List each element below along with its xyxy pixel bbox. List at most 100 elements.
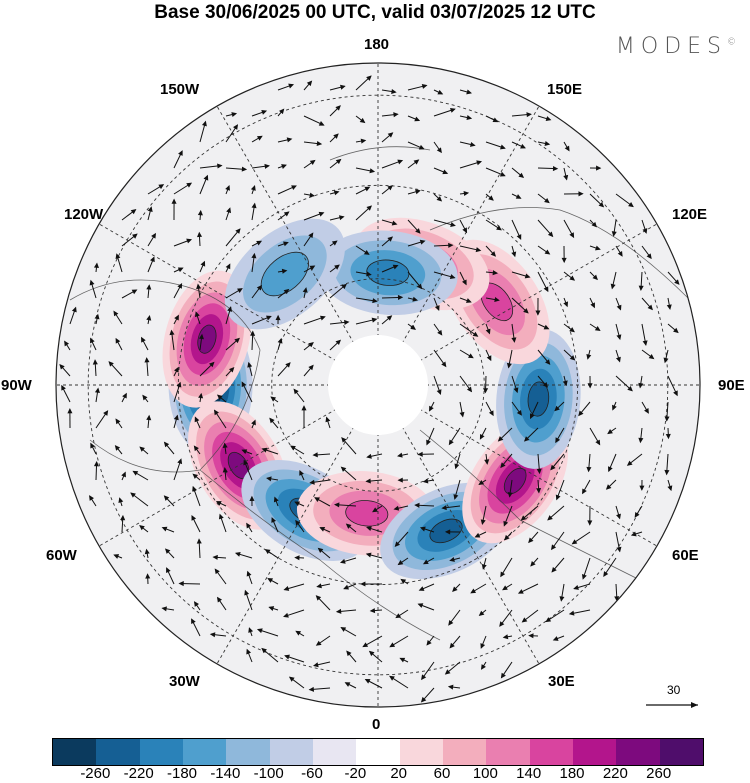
wind-arrow-head [295,519,301,526]
wind-arrow-head [544,197,550,204]
wind-arrow-head [241,166,248,172]
wind-arrow-head [421,83,428,89]
wind-arrow-head [562,380,568,387]
wind-arrow-head [299,469,304,476]
wind-arrow-head [226,207,232,214]
wind-arrow-head [344,319,350,325]
wind-arrow-head [90,337,95,344]
colorbar-tick-label: -140 [210,765,241,782]
wind-arrow-head [144,357,150,363]
wind-arrow-head [506,362,512,369]
wind-arrow-head [568,610,575,616]
wind-arrow-head [387,132,394,138]
wind-arrow-head [551,544,557,551]
wind-arrow-head [442,169,449,175]
wind-arrow-head [595,439,601,446]
wind-arrow-head [545,617,552,623]
wind-arrow-head [301,405,307,411]
wind-vectors [59,75,680,703]
wind-arrow-head [554,405,560,412]
wind-arrow-head [564,145,570,152]
wind-arrow-head [113,554,120,559]
wind-arrow-head [141,336,146,343]
wind-arrow-head [290,445,296,451]
wind-arrow-head [194,416,200,423]
wind-arrow-head [316,583,322,589]
map-title: Base 30/06/2025 00 UTC, valid 03/07/2025… [154,2,596,23]
wind-arrow-head [474,532,481,538]
wind-arrow-head [256,240,263,246]
wind-arrow-head [414,116,421,122]
wind-arrow-head [177,282,183,289]
wind-arrow-head [222,442,228,448]
lon-label-0: 0 [372,716,381,733]
wind-arrow-head [462,227,468,234]
wind-arrow-head [590,302,595,309]
wind-arrow-head [248,627,254,633]
wind-arrow-head [335,608,342,614]
wind-arrow-head [393,505,400,511]
wind-arrow-head [314,497,320,502]
wind-arrow-head [360,581,366,587]
colorbar-tick-label: 60 [433,765,451,782]
wind-arrow-head [256,135,263,141]
wind-arrow-head [244,589,250,596]
wind-arrow-head [302,287,308,293]
wind-arrow-head [608,466,613,473]
wind-arrow-head [161,526,168,532]
lon-label-150w: 150W [160,81,200,98]
colorbar-tick-label: -180 [166,765,198,782]
wind-arrow-head [516,410,522,416]
wind-arrow-head [465,298,472,303]
wind-arrow-head [426,639,432,646]
wind-arrow-head [201,120,207,127]
wind-arrow-head [397,560,404,566]
wind-arrow-head [341,437,347,443]
wind-arrow-head [243,459,249,466]
wind-arrow-head [520,515,527,521]
wind-arrow-head [346,650,352,657]
wind-arrow-head [397,452,403,458]
wind-arrow-head [673,390,678,397]
wind-arrow-head [233,124,239,130]
lon-label-120w: 120W [64,206,104,223]
wind-arrow-head [325,416,331,423]
wind-arrow-head [231,112,238,118]
wind-arrow-head [507,492,513,498]
wind-arrow-head [213,409,219,416]
colorbar-swatch [312,739,357,765]
wind-arrow-head [339,558,346,564]
wind-arrow-head [441,505,447,511]
wind-arrow-head [603,571,609,577]
wind-arrow-head [463,190,470,197]
wind-arrow-head [363,249,370,255]
wind-arrow-head [494,297,500,303]
wind-arrow-head [319,527,326,532]
wind-arrow-head [113,310,119,317]
wind-arrow-head [285,362,291,368]
wind-arrow-head [628,201,634,208]
wind-arrow-head [246,570,252,577]
wind-arrow-head [178,581,184,587]
wind-arrow-head [395,613,402,619]
colorbar-swatch [226,739,270,765]
wind-arrow-head [198,333,204,340]
wind-arrow-head [530,561,536,567]
wind-arrow-head [234,551,241,557]
wind-arrow-head [273,496,279,503]
wind-arrow-head [520,143,526,149]
wind-arrow-head [468,353,474,359]
wind-arrow-head [217,163,223,169]
wind-arrow-head [466,386,473,393]
wind-arrow-head [536,468,542,475]
wind-arrow-head [563,301,569,308]
wind-arrow-head [308,686,315,692]
wind-arrow-head [459,411,465,418]
wind-arrow-head [499,171,506,177]
wind-arrow-head [616,334,622,341]
wind-arrow-head [547,231,554,238]
wind-arrow-head [173,414,179,421]
wind-arrow-head [309,192,316,198]
wind-arrow-head [397,477,403,483]
wind-arrow-head [422,478,429,484]
